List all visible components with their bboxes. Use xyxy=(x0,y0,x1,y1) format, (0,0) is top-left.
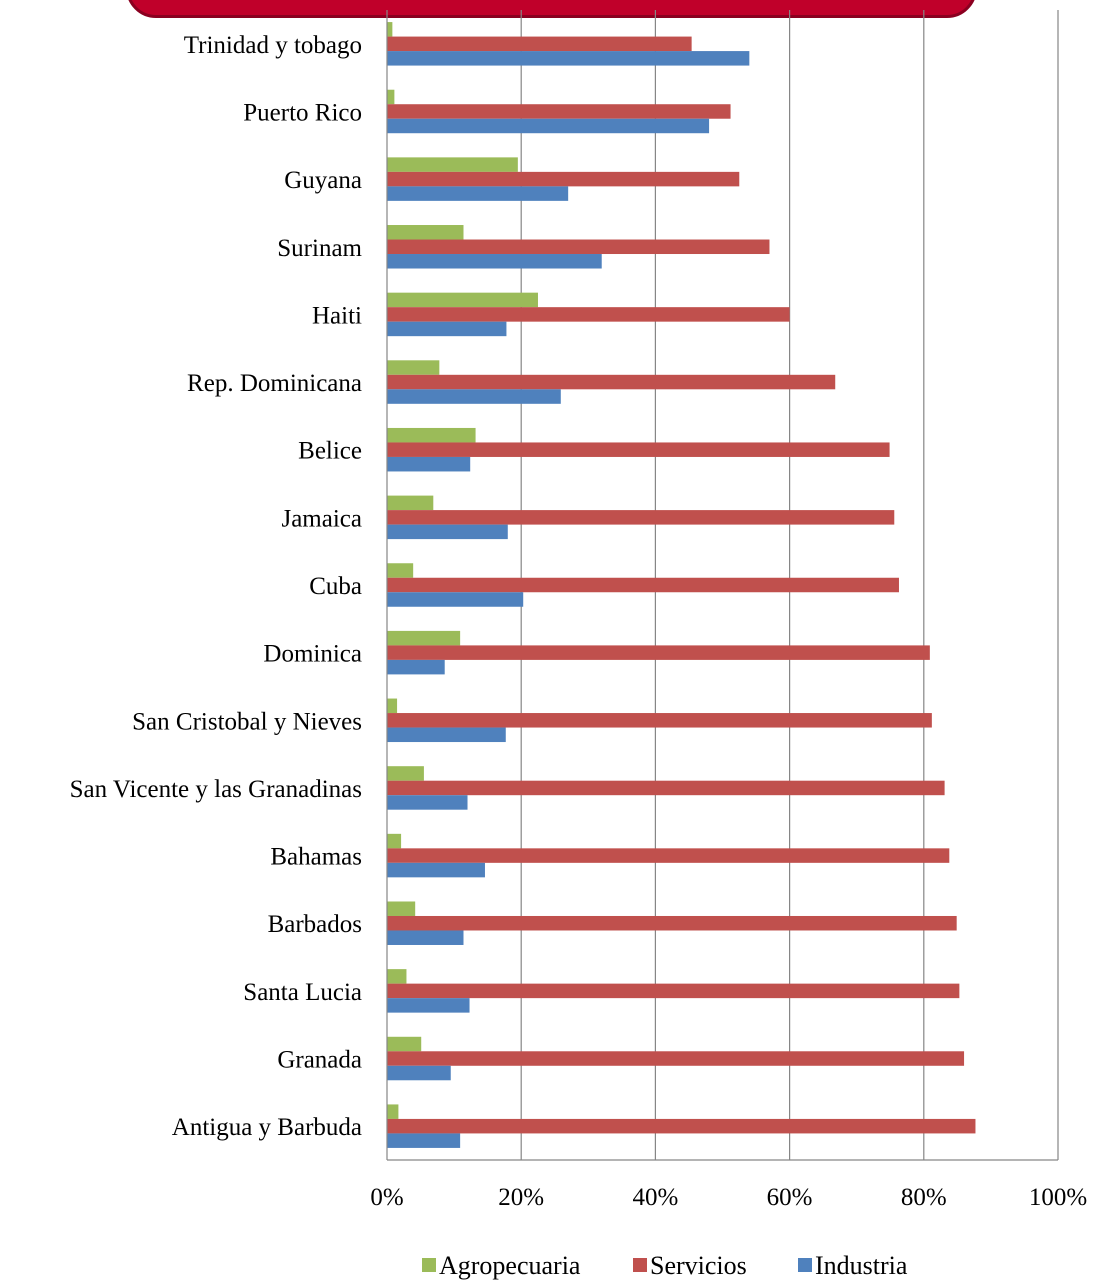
bar-servicios xyxy=(387,1118,976,1134)
category-label: Rep. Dominicana xyxy=(187,370,362,397)
bar-agropecuaria xyxy=(387,89,395,105)
category-label: Granada xyxy=(277,1047,362,1074)
legend-label: Servicios xyxy=(650,1251,747,1280)
category-label: Belice xyxy=(298,438,362,465)
bar-agropecuaria xyxy=(387,225,464,240)
x-tick-label: 80% xyxy=(901,1184,947,1211)
bar-servicios xyxy=(387,577,899,593)
x-tick-label: 100% xyxy=(1029,1184,1087,1211)
bar-agropecuaria xyxy=(387,901,416,916)
category-label: Guyana xyxy=(284,167,362,194)
bar-agropecuaria xyxy=(387,630,461,646)
bar-servicios xyxy=(387,848,950,863)
bar-servicios xyxy=(387,510,895,525)
bar-industria xyxy=(387,998,470,1013)
bar-agropecuaria xyxy=(387,698,398,714)
x-tick-label: 60% xyxy=(767,1184,813,1211)
category-label: Haiti xyxy=(312,302,362,329)
bar-agropecuaria xyxy=(387,1036,422,1052)
bar-industria xyxy=(387,186,569,201)
bar-servicios xyxy=(387,442,890,457)
bar-servicios xyxy=(387,780,945,796)
bar-agropecuaria xyxy=(387,22,393,37)
bar-servicios xyxy=(387,36,692,52)
category-label: Antigua y Barbuda xyxy=(172,1114,362,1141)
category-label: Barbados xyxy=(268,911,362,938)
bar-agropecuaria xyxy=(387,157,518,172)
bar-servicios xyxy=(387,983,960,999)
category-label: Trinidad y tobago xyxy=(184,32,362,59)
bar-agropecuaria xyxy=(387,292,538,308)
bar-servicios xyxy=(387,171,740,187)
category-label: Puerto Rico xyxy=(243,99,362,126)
bar-industria xyxy=(387,727,506,743)
category-label: Cuba xyxy=(309,573,362,600)
bar-agropecuaria xyxy=(387,360,440,375)
bar-servicios xyxy=(387,1051,965,1066)
bar-industria xyxy=(387,321,507,337)
bar-industria xyxy=(387,118,710,134)
bar-industria xyxy=(387,862,485,878)
x-tick-label: 40% xyxy=(632,1184,678,1211)
bar-agropecuaria xyxy=(387,833,402,849)
bar-industria xyxy=(387,930,464,945)
bar-agropecuaria xyxy=(387,563,414,578)
bar-industria xyxy=(387,592,524,607)
bar-agropecuaria xyxy=(387,766,424,781)
legend-swatch xyxy=(422,1258,436,1272)
bar-servicios xyxy=(387,645,930,660)
bar-industria xyxy=(387,795,468,810)
bar-servicios xyxy=(387,374,836,390)
category-label: Surinam xyxy=(277,235,362,262)
legend-swatch xyxy=(633,1258,647,1272)
bar-agropecuaria xyxy=(387,427,476,443)
bar-industria xyxy=(387,389,561,404)
bar-industria xyxy=(387,51,750,66)
bar-industria xyxy=(387,524,508,540)
bar-industria xyxy=(387,1065,451,1081)
legend-label: Agropecuaria xyxy=(439,1251,581,1280)
bar-servicios xyxy=(387,915,957,931)
category-label: Santa Lucia xyxy=(243,979,362,1006)
category-label: San Vicente y las Granadinas xyxy=(70,776,362,803)
bar-agropecuaria xyxy=(387,495,434,511)
bar-industria xyxy=(387,456,471,472)
category-label: Dominica xyxy=(263,641,362,668)
bar-agropecuaria xyxy=(387,1104,399,1119)
bar-servicios xyxy=(387,239,770,255)
bar-servicios xyxy=(387,104,731,119)
bar-industria xyxy=(387,254,602,269)
bar-industria xyxy=(387,659,445,675)
x-tick-label: 20% xyxy=(498,1184,544,1211)
legend-swatch xyxy=(798,1258,812,1272)
bar-agropecuaria xyxy=(387,969,407,984)
bar-industria xyxy=(387,1133,461,1148)
legend-label: Industria xyxy=(815,1251,908,1280)
category-label: San Cristobal y Nieves xyxy=(132,708,362,735)
category-label: Jamaica xyxy=(281,505,362,532)
bar-servicios xyxy=(387,713,932,728)
bar-servicios xyxy=(387,307,790,322)
x-tick-label: 0% xyxy=(370,1184,403,1211)
category-label: Bahamas xyxy=(270,844,362,871)
